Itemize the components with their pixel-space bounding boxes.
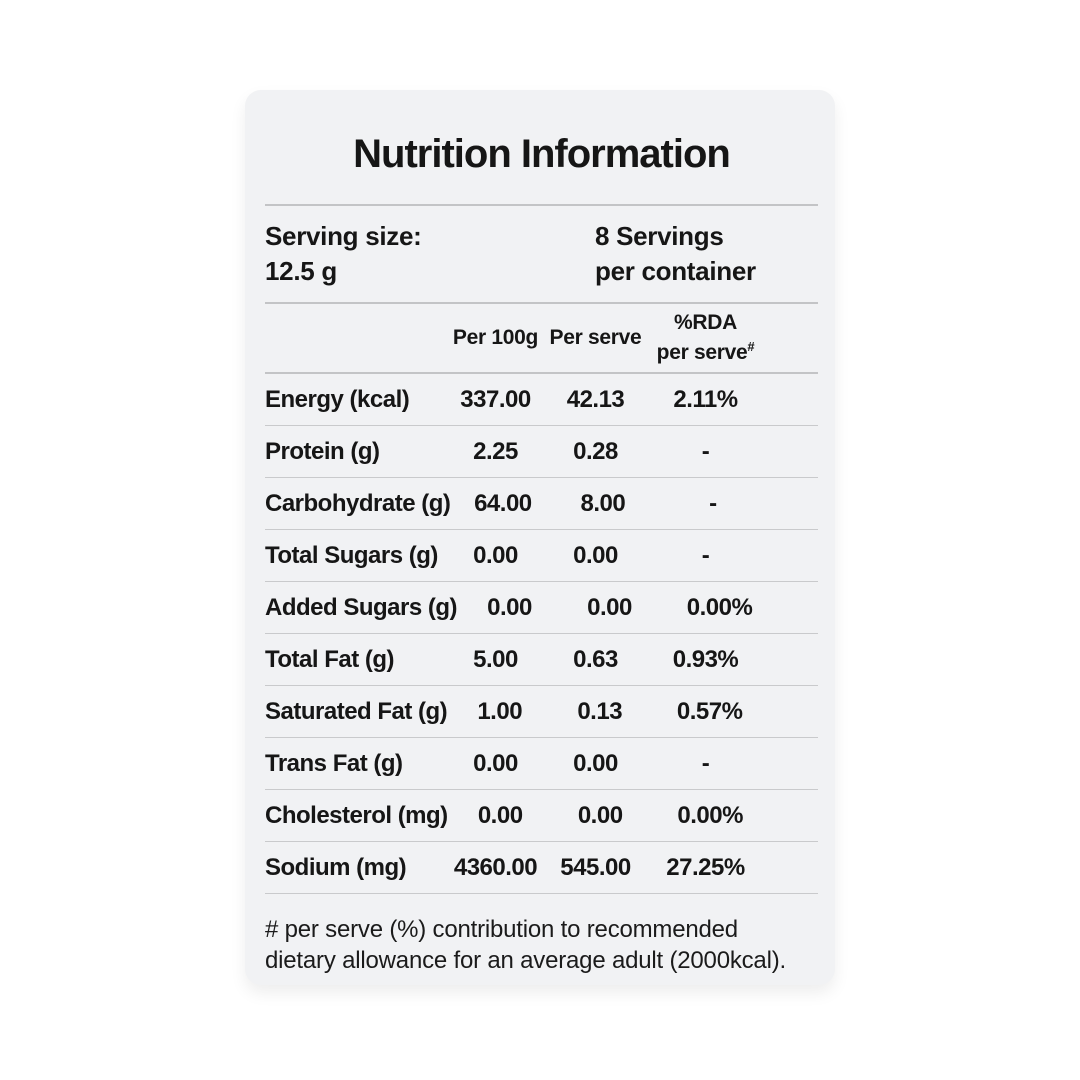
table-row-total-sugars: Total Sugars (g) 0.00 0.00 - bbox=[265, 530, 818, 582]
per-serve-value: 0.00 bbox=[573, 749, 618, 777]
rda-footnote: # per serve (%) contribution to recommen… bbox=[265, 916, 786, 974]
nutrient-label: Sodium (mg) bbox=[265, 853, 407, 881]
table-header-row: Per 100g Per serve %RDA per serve# bbox=[265, 304, 818, 374]
per-serve-value: 0.00 bbox=[587, 593, 632, 621]
per-100g-value: 5.00 bbox=[473, 645, 518, 673]
per-serve-value: 8.00 bbox=[580, 489, 626, 517]
rda-header-line2: per serve bbox=[656, 341, 748, 364]
nutrient-label: Trans Fat (g) bbox=[265, 749, 403, 777]
table-row-energy: Energy (kcal) 337.00 42.13 2.11% bbox=[265, 374, 818, 426]
rda-value: - bbox=[701, 437, 710, 465]
per-serve-value: 0.13 bbox=[577, 697, 623, 725]
per-100g-value: 1.00 bbox=[477, 697, 523, 725]
title-section: Nutrition Information bbox=[265, 90, 818, 206]
serving-section: Serving size: 12.5 g 8 Servings per cont… bbox=[265, 206, 818, 304]
rda-value: 2.11% bbox=[673, 385, 738, 413]
per-serve-value: 0.00 bbox=[573, 541, 618, 569]
per-100g-value: 2.25 bbox=[473, 437, 518, 465]
column-header-per-100g: Per 100g bbox=[452, 326, 539, 349]
rda-value: 0.93% bbox=[672, 645, 739, 673]
per-serve-value: 0.28 bbox=[573, 437, 618, 465]
rda-value: - bbox=[709, 489, 717, 517]
column-header-per-serve: Per serve bbox=[549, 326, 642, 349]
column-header-rda-per-serve: %RDA per serve# bbox=[643, 311, 768, 365]
servings-count: 8 Servings bbox=[595, 221, 724, 251]
per-100g-value: 0.00 bbox=[473, 541, 518, 569]
nutrient-label: Cholesterol (mg) bbox=[265, 801, 448, 829]
nutrient-label: Carbohydrate (g) bbox=[265, 489, 451, 517]
rda-value: - bbox=[701, 749, 710, 777]
nutrient-label: Saturated Fat (g) bbox=[265, 697, 448, 725]
serving-size-value: 12.5 g bbox=[265, 256, 337, 286]
rda-header-line1: %RDA bbox=[674, 311, 737, 334]
nutrient-label: Total Sugars (g) bbox=[265, 541, 438, 569]
page-title: Nutrition Information bbox=[353, 131, 731, 176]
table-row-saturated-fat: Saturated Fat (g) 1.00 0.13 0.57% bbox=[265, 686, 818, 738]
rda-value: 0.00% bbox=[677, 801, 743, 829]
serving-size-label: Serving size: bbox=[265, 221, 422, 251]
rda-value: 0.57% bbox=[676, 697, 743, 725]
nutrient-label: Total Fat (g) bbox=[265, 645, 395, 673]
nutrient-label: Added Sugars (g) bbox=[265, 593, 458, 621]
per-100g-value: 64.00 bbox=[474, 489, 532, 517]
rda-value: - bbox=[701, 541, 710, 569]
rda-value: 27.25% bbox=[666, 853, 745, 881]
servings-per-container-label: per container bbox=[595, 256, 756, 286]
table-row-sodium: Sodium (mg) 4360.00 545.00 27.25% bbox=[265, 842, 818, 894]
table-row-added-sugars: Added Sugars (g) 0.00 0.00 0.00% bbox=[265, 582, 818, 634]
per-serve-value: 545.00 bbox=[560, 853, 631, 881]
per-100g-value: 0.00 bbox=[477, 801, 523, 829]
per-100g-value: 0.00 bbox=[487, 593, 532, 621]
table-row-total-fat: Total Fat (g) 5.00 0.63 0.93% bbox=[265, 634, 818, 686]
table-row-carbohydrate: Carbohydrate (g) 64.00 8.00 - bbox=[265, 478, 818, 530]
per-100g-value: 4360.00 bbox=[453, 853, 538, 881]
per-serve-value: 0.00 bbox=[577, 801, 623, 829]
per-serve-value: 42.13 bbox=[566, 385, 625, 413]
per-100g-value: 0.00 bbox=[473, 749, 518, 777]
table-row-cholesterol: Cholesterol (mg) 0.00 0.00 0.00% bbox=[265, 790, 818, 842]
nutrient-label: Protein (g) bbox=[265, 437, 380, 465]
nutrient-label: Energy (kcal) bbox=[265, 385, 410, 413]
serving-size-block: Serving size: 12.5 g bbox=[265, 219, 595, 289]
nutrition-card: Nutrition Information Serving size: 12.5… bbox=[245, 90, 835, 985]
table-row-protein: Protein (g) 2.25 0.28 - bbox=[265, 426, 818, 478]
rda-value: 0.00% bbox=[686, 593, 753, 621]
rda-footnote-marker: # bbox=[747, 339, 755, 354]
per-serve-value: 0.63 bbox=[573, 645, 618, 673]
per-100g-value: 337.00 bbox=[460, 385, 531, 413]
table-row-trans-fat: Trans Fat (g) 0.00 0.00 - bbox=[265, 738, 818, 790]
servings-per-container-block: 8 Servings per container bbox=[595, 219, 818, 289]
